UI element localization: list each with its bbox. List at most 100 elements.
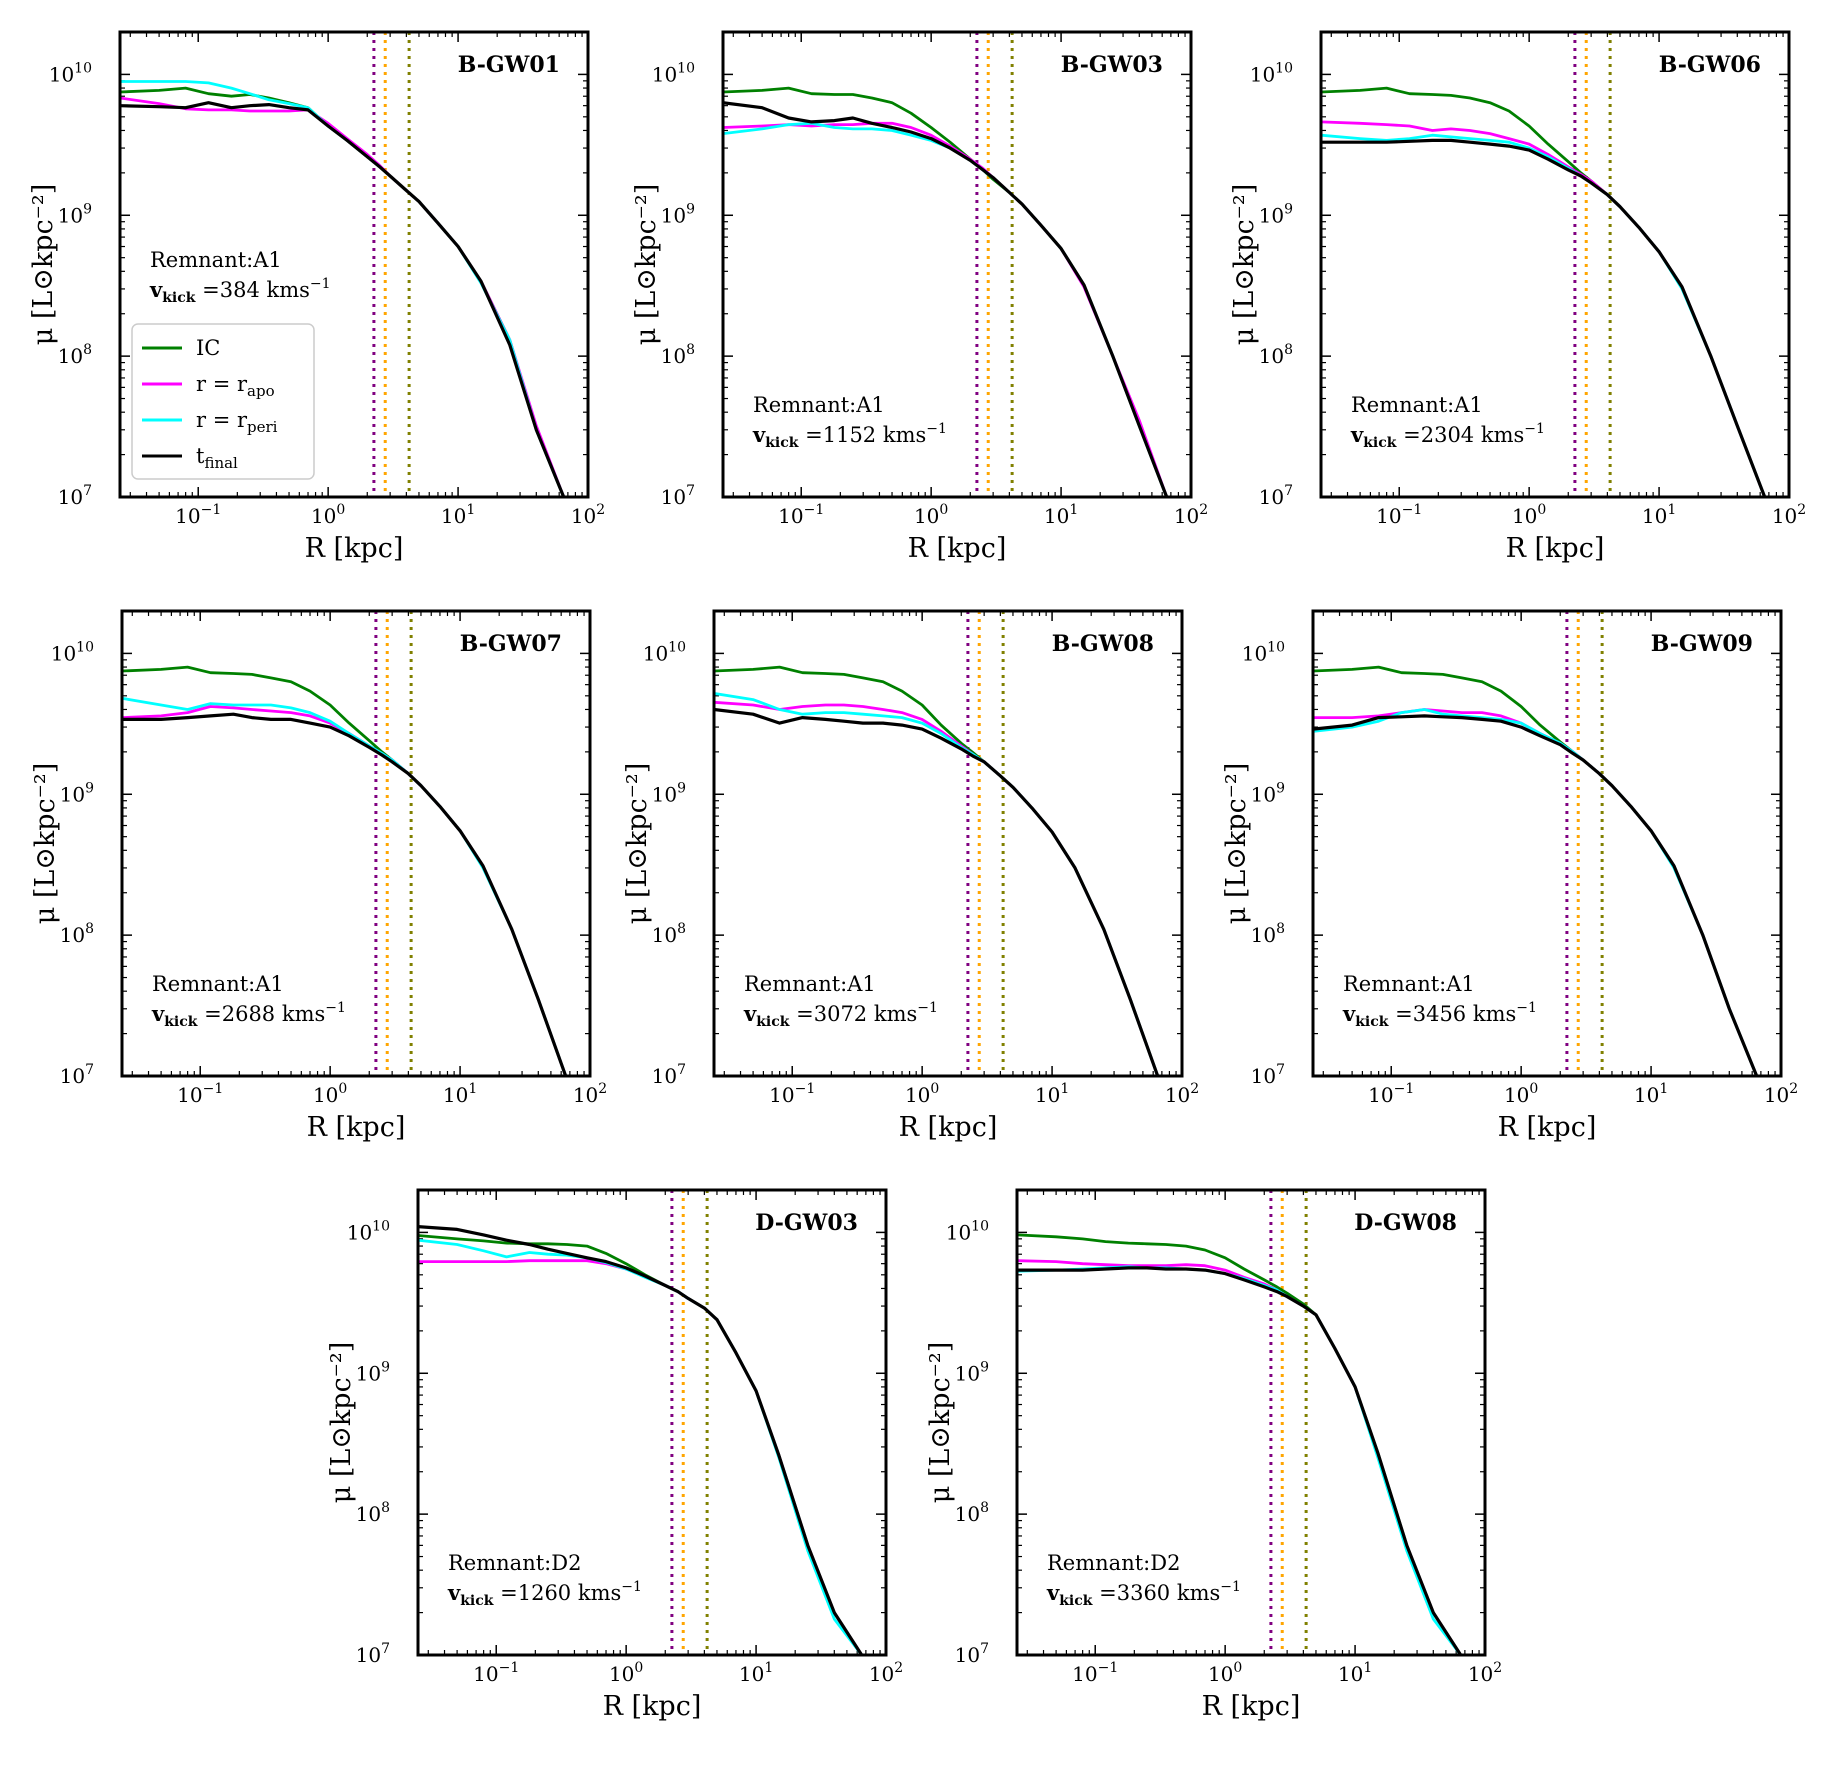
- remnant-label: Remnant:A1: [150, 248, 282, 272]
- series-line-final: [723, 101, 1169, 497]
- y-tick-label: 107: [60, 1062, 94, 1088]
- y-tick-label: 1010: [643, 639, 686, 665]
- y-tick-label: 109: [356, 1359, 390, 1385]
- panel-b-gw08: 10−1 100 101 102 107 108 109 1010 B-GW08 Remnant:…: [622, 609, 1199, 1143]
- y-tick-label: 109: [661, 201, 695, 227]
- plot-frame: [1319, 30, 1791, 499]
- x-tick-label: 100: [609, 1660, 643, 1686]
- x-axis-label: R [kpc]: [1498, 1112, 1597, 1143]
- remnant-label: Remnant:D2: [1047, 1551, 1180, 1575]
- y-tick-label: 108: [661, 342, 695, 368]
- y-tick-label: 107: [58, 483, 92, 509]
- x-tick-label: 100: [1512, 502, 1546, 528]
- remnant-label: Remnant:D2: [448, 1551, 581, 1575]
- x-axis-label: R [kpc]: [603, 1691, 702, 1722]
- remnant-label: Remnant:A1: [152, 972, 284, 996]
- x-tick-label: 10−1: [1376, 502, 1422, 528]
- panel-b-gw07: 10−1 100 101 102 107 108 109 1010 B-GW07 Remnant:…: [30, 609, 607, 1143]
- y-tick-label: 1010: [49, 60, 92, 86]
- y-tick-label: 109: [1259, 201, 1293, 227]
- vkick-label: vkick =3360 kms−1: [1046, 1579, 1241, 1609]
- y-tick-label: 107: [955, 1641, 989, 1667]
- x-tick-label: 102: [1764, 1081, 1798, 1107]
- x-tick-label: 10−1: [175, 502, 221, 528]
- y-tick-label: 1010: [347, 1218, 390, 1244]
- series-line-final: [120, 101, 566, 497]
- y-tick-label: 109: [60, 780, 94, 806]
- panel-title: B-GW01: [458, 52, 560, 78]
- x-tick-label: 100: [313, 1081, 347, 1107]
- x-tick-label: 10−1: [1368, 1081, 1414, 1107]
- series-line-final: [714, 707, 1160, 1076]
- panel-title: D-GW08: [1354, 1210, 1457, 1236]
- panel-title: B-GW06: [1659, 52, 1761, 78]
- y-tick-label: 109: [1251, 780, 1285, 806]
- x-axis-label: R [kpc]: [908, 533, 1007, 564]
- panel-b-gw03: 10−1 100 101 102 107 108 109 1010 B-GW03 Remnant:…: [631, 30, 1208, 564]
- y-tick-label: 109: [955, 1359, 989, 1385]
- x-tick-label: 100: [905, 1081, 939, 1107]
- vkick-label: vkick =3072 kms−1: [743, 1000, 938, 1030]
- x-tick-label: 101: [1035, 1081, 1069, 1107]
- y-tick-label: 1010: [1250, 60, 1293, 86]
- x-axis-label: R [kpc]: [305, 533, 404, 564]
- x-tick-label: 102: [1174, 502, 1208, 528]
- series-line-final: [1313, 714, 1759, 1076]
- y-tick-label: 107: [1251, 1062, 1285, 1088]
- y-tick-label: 109: [652, 780, 686, 806]
- y-tick-label: 1010: [1242, 639, 1285, 665]
- x-tick-label: 10−1: [769, 1081, 815, 1107]
- series-line-final: [418, 1225, 864, 1655]
- y-tick-label: 107: [661, 483, 695, 509]
- x-tick-label: 101: [1642, 502, 1676, 528]
- vkick-label: vkick =2304 kms−1: [1350, 421, 1545, 451]
- legend-label-peri: r = rperi: [196, 408, 278, 436]
- x-tick-label: 10−1: [177, 1081, 223, 1107]
- vkick-label: vkick =3456 kms−1: [1342, 1000, 1537, 1030]
- y-axis-label: μ [L⊙kpc⁻²]: [326, 1342, 357, 1504]
- x-tick-label: 101: [443, 1081, 477, 1107]
- y-tick-label: 108: [1259, 342, 1293, 368]
- x-tick-label: 102: [1468, 1660, 1502, 1686]
- y-tick-label: 108: [356, 1500, 390, 1526]
- panel-b-gw09: 10−1 100 101 102 107 108 109 1010 B-GW09 Remnant:…: [1221, 609, 1798, 1143]
- y-tick-label: 108: [60, 921, 94, 947]
- y-tick-label: 1010: [652, 60, 695, 86]
- panel-title: B-GW03: [1061, 52, 1163, 78]
- x-tick-label: 100: [914, 502, 948, 528]
- y-axis-label: μ [L⊙kpc⁻²]: [622, 763, 653, 925]
- x-tick-label: 102: [869, 1660, 903, 1686]
- remnant-label: Remnant:A1: [1343, 972, 1475, 996]
- x-tick-label: 10−1: [778, 502, 824, 528]
- vkick-label: vkick =384 kms−1: [149, 276, 331, 306]
- vkick-label: vkick =2688 kms−1: [151, 1000, 346, 1030]
- plot-frame: [712, 609, 1184, 1078]
- panel-b-gw06: 10−1 100 101 102 107 108 109 1010 B-GW06 Remnant:…: [1229, 30, 1806, 564]
- y-axis-label: μ [L⊙kpc⁻²]: [1221, 763, 1252, 925]
- y-tick-label: 108: [955, 1500, 989, 1526]
- legend-label-apo: r = rapo: [196, 372, 275, 400]
- x-axis-label: R [kpc]: [899, 1112, 998, 1143]
- x-tick-label: 102: [573, 1081, 607, 1107]
- series-line-final: [1321, 138, 1767, 497]
- y-tick-label: 108: [652, 921, 686, 947]
- y-tick-label: 108: [58, 342, 92, 368]
- panel-title: B-GW07: [460, 631, 562, 657]
- y-tick-label: 107: [652, 1062, 686, 1088]
- legend-label-ic: IC: [196, 336, 220, 360]
- x-tick-label: 102: [1165, 1081, 1199, 1107]
- x-tick-label: 100: [311, 502, 345, 528]
- plot-frame: [120, 609, 592, 1078]
- panel-title: B-GW09: [1651, 631, 1753, 657]
- y-tick-label: 107: [356, 1641, 390, 1667]
- legend: IC r = rapo r = rperi tfinal: [131, 323, 315, 480]
- panel-d-gw03: 10−1 100 101 102 107 108 109 1010 D-GW03 Remnant:…: [326, 1188, 903, 1722]
- y-axis-label: μ [L⊙kpc⁻²]: [1229, 184, 1260, 346]
- series-line-final: [1017, 1266, 1463, 1655]
- remnant-label: Remnant:A1: [1351, 393, 1483, 417]
- x-tick-label: 10−1: [473, 1660, 519, 1686]
- panel-title: B-GW08: [1052, 631, 1154, 657]
- legend-box: [131, 323, 315, 480]
- plot-frame: [1015, 1188, 1487, 1657]
